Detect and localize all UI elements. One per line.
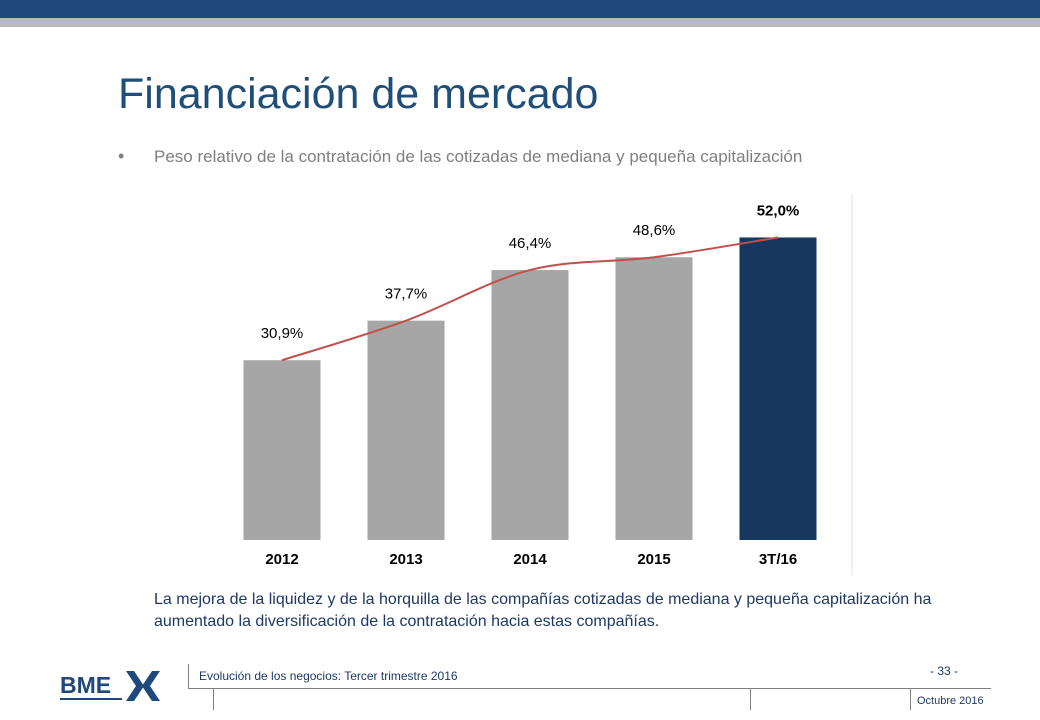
bme-logo: BME <box>60 668 170 708</box>
footer-divider <box>750 688 751 710</box>
x-tick-label: 2015 <box>637 551 670 568</box>
footer-divider <box>910 688 911 710</box>
footer-divider <box>213 688 214 710</box>
x-tick-label: 2013 <box>389 551 422 568</box>
data-label: 30,9% <box>261 325 304 342</box>
bar-2015 <box>615 257 693 540</box>
bar-2013 <box>367 320 445 540</box>
data-label: 52,0% <box>757 202 800 219</box>
header-bar <box>0 0 1040 18</box>
footer-document-title: Evolución de los negocios: Tercer trimes… <box>199 669 458 683</box>
data-label: 46,4% <box>509 235 552 252</box>
bar-2014 <box>491 270 569 540</box>
bar-2012 <box>243 360 321 540</box>
slide-title: Financiación de mercado <box>118 70 599 118</box>
x-tick-label: 2012 <box>265 551 298 568</box>
footer-date: Octubre 2016 <box>917 695 984 707</box>
chart: 2012 2013 2014 2015 3T/16 30,9% 37,7% 46,4% 48,6… <box>205 195 855 575</box>
footer-rule <box>188 688 991 689</box>
logo-text: BME <box>60 672 111 698</box>
header-bar-shadow <box>0 18 1040 27</box>
footer-divider <box>188 664 189 689</box>
bar-3t16 <box>739 237 817 541</box>
data-label: 48,6% <box>633 222 676 239</box>
chart-svg: 2012 2013 2014 2015 3T/16 30,9% 37,7% 46,4% 48,6… <box>243 195 853 575</box>
caption-text: La mejora de la liquidez y de la horquil… <box>154 591 932 630</box>
data-label: 37,7% <box>385 286 428 303</box>
bullet-marker: • <box>118 146 125 166</box>
x-tick-label: 2014 <box>513 551 547 568</box>
bullet-text: Peso relativo de la contratación de las … <box>154 147 803 166</box>
x-tick-label: 3T/16 <box>759 551 797 568</box>
trend-line <box>281 236 779 362</box>
page-number: - 33 - <box>930 664 959 678</box>
